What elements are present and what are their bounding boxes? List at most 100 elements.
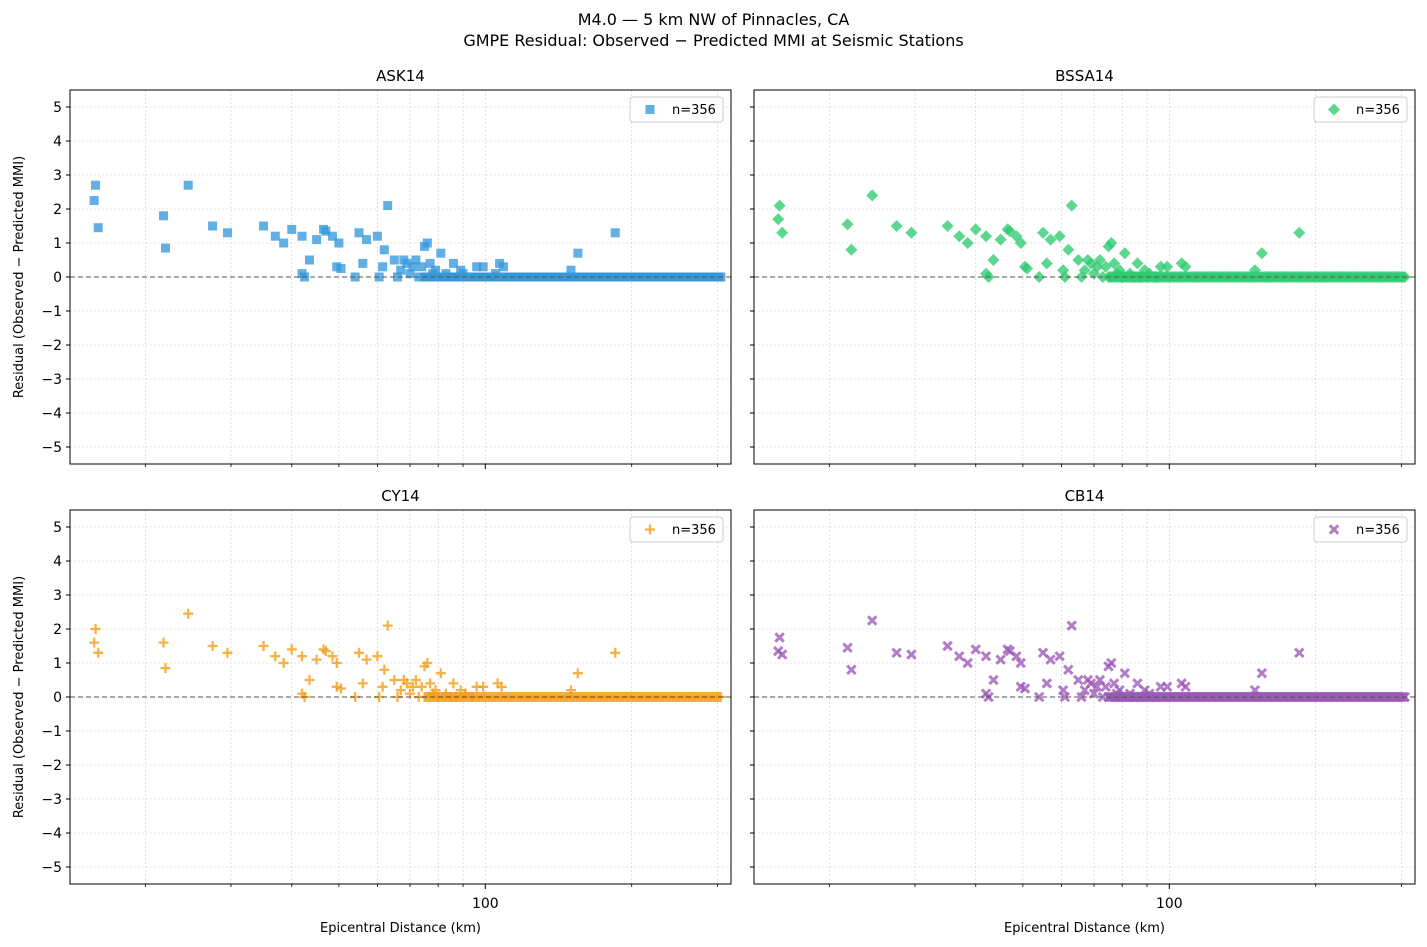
data-point [1161, 681, 1173, 693]
data-point [160, 243, 170, 253]
data-point [891, 647, 902, 659]
data-point [610, 228, 620, 238]
data-point [297, 651, 308, 662]
data-point [1088, 688, 1100, 699]
y-tick-label: 4 [53, 554, 62, 570]
data-point [1040, 257, 1053, 270]
data-point [1108, 257, 1121, 270]
data-point [1256, 667, 1268, 679]
data-point [270, 231, 280, 241]
data-point [398, 675, 409, 685]
data-point [565, 685, 576, 696]
data-point [287, 224, 297, 234]
data-point [1179, 260, 1192, 273]
data-point [1059, 691, 1071, 703]
data-point [405, 269, 415, 279]
data-point [159, 211, 169, 221]
data-point [1072, 254, 1085, 266]
data-point [1085, 678, 1097, 689]
y-tick-label: −2 [41, 758, 62, 774]
data-point [407, 681, 418, 692]
data-point [222, 647, 233, 658]
data-point [441, 269, 451, 279]
data-point [93, 647, 104, 658]
y-tick-label: −4 [41, 826, 62, 842]
data-point [842, 642, 853, 653]
y-tick-label: −2 [41, 338, 62, 354]
data-point [1091, 681, 1103, 693]
data-point [845, 243, 858, 256]
data-point [93, 223, 103, 233]
data-point [374, 272, 384, 282]
data-point [430, 685, 441, 696]
data-point [436, 248, 446, 258]
y-tick-label: −5 [41, 860, 62, 876]
data-point [866, 615, 878, 626]
data-point [378, 262, 388, 272]
panel-title: CB14 [1065, 487, 1105, 505]
panel-title: ASK14 [376, 67, 425, 85]
data-point [327, 651, 338, 662]
data-point [318, 644, 329, 655]
data-point [478, 681, 489, 692]
y-tick-label: −5 [41, 440, 62, 456]
data-point [401, 678, 412, 689]
data-point [270, 651, 281, 662]
data-point [395, 685, 406, 696]
data-point [774, 632, 785, 643]
data-point [336, 264, 346, 273]
legend-label: n=356 [672, 523, 716, 538]
x-tick-label: 100 [472, 896, 499, 912]
data-point [961, 237, 974, 249]
figure-title: M4.0 — 5 km NW of Pinnacles, CA [577, 10, 850, 29]
data-point [382, 620, 393, 631]
data-point [954, 650, 965, 662]
data-point [1105, 237, 1118, 249]
data-point [419, 661, 430, 672]
data-point [404, 688, 415, 699]
data-point [491, 269, 501, 279]
data-point [297, 231, 307, 241]
y-tick-label: 3 [53, 168, 62, 184]
data-point [1093, 254, 1106, 266]
x-axis-label: Epicentral Distance (km) [320, 921, 481, 936]
data-point [350, 692, 361, 702]
data-point [435, 668, 446, 679]
data-point [350, 272, 360, 282]
data-point [448, 678, 459, 689]
data-point [208, 221, 218, 231]
data-point [422, 658, 433, 668]
data-point [496, 681, 507, 692]
data-point [417, 262, 427, 272]
data-point [327, 231, 337, 241]
data-point [408, 262, 418, 272]
legend-marker [645, 105, 655, 114]
legend: n=356 [1313, 516, 1408, 543]
data-point [361, 654, 372, 665]
data-point [286, 644, 297, 655]
data-point [427, 688, 438, 699]
data-point [1131, 257, 1144, 270]
data-point [357, 678, 368, 689]
data-point [354, 647, 365, 658]
data-point [158, 637, 169, 648]
data-point [383, 201, 393, 211]
legend-box [629, 96, 724, 123]
data-point [866, 189, 879, 202]
panel-bssa14: BSSA14 n=356 [750, 67, 1416, 469]
data-point [905, 226, 918, 239]
data-point [1154, 260, 1167, 273]
y-tick-label: 2 [53, 622, 62, 638]
figure-subtitle: GMPE Residual: Observed − Predicted MMI … [463, 31, 964, 50]
panel-title: BSSA14 [1055, 67, 1114, 85]
data-point [471, 681, 482, 692]
data-point [478, 262, 488, 272]
data-point [374, 692, 385, 702]
data-point [942, 640, 953, 652]
data-point [1293, 226, 1306, 239]
data-point [1015, 657, 1027, 669]
data-point [1132, 678, 1143, 689]
data-point [402, 258, 412, 268]
data-point [1066, 620, 1077, 631]
